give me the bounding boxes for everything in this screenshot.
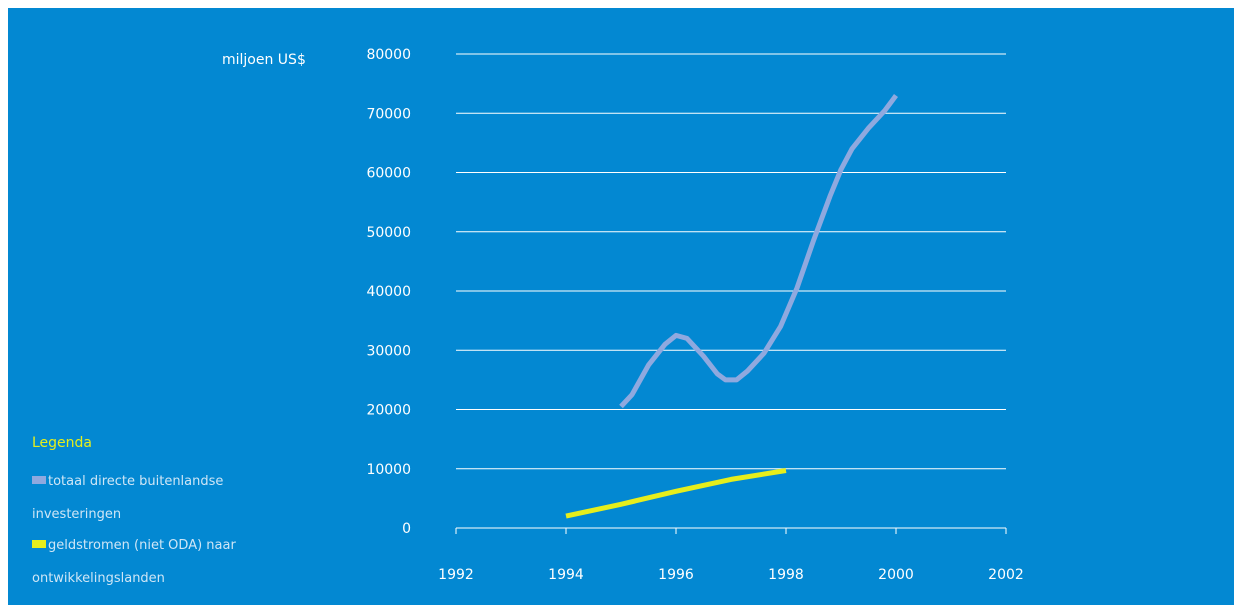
chart-panel: 0 10000 20000 30000 40000 50000 60000 70000 8000… [8,8,1234,605]
y-tick-label: 10000 [366,462,411,478]
legend-title: Legenda [32,435,93,451]
y-tick-label: 80000 [366,47,411,63]
series-line-non-oda [565,468,787,519]
legend-swatch-fdi [32,476,46,484]
legend-item-fdi: totaal directe buitenlandse investeringe… [32,465,292,531]
x-tick-label: 2000 [878,567,914,583]
series-line-fdi [619,94,899,409]
legend-label-non-oda: geldstromen (niet ODA) naar ontwikkeling… [32,538,236,586]
x-tick-label: 1992 [438,567,474,583]
legend-item-non-oda: geldstromen (niet ODA) naar ontwikkeling… [32,529,292,595]
y-axis-unit-label: miljoen US$ [222,52,306,68]
line-chart: 0 10000 20000 30000 40000 50000 60000 70000 8000… [366,47,1024,583]
legend-swatch-non-oda [32,540,46,548]
y-tick-label: 20000 [366,403,411,419]
x-tick-label: 2002 [988,567,1024,583]
y-tick-label: 40000 [366,284,411,300]
y-tick-label: 50000 [366,225,411,241]
x-tick-label: 1994 [548,567,584,583]
x-tick-label: 1996 [658,567,694,583]
legend-label-fdi: totaal directe buitenlandse investeringe… [32,474,224,522]
y-tick-label: 60000 [366,166,411,182]
y-tick-label: 0 [402,521,411,537]
y-tick-label: 70000 [366,106,411,122]
y-tick-label: 30000 [366,343,411,359]
x-tick-label: 1998 [768,567,804,583]
